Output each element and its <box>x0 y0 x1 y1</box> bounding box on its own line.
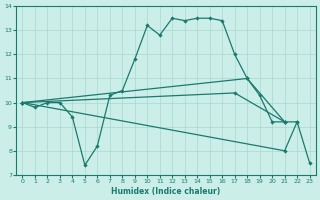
X-axis label: Humidex (Indice chaleur): Humidex (Indice chaleur) <box>111 187 221 196</box>
